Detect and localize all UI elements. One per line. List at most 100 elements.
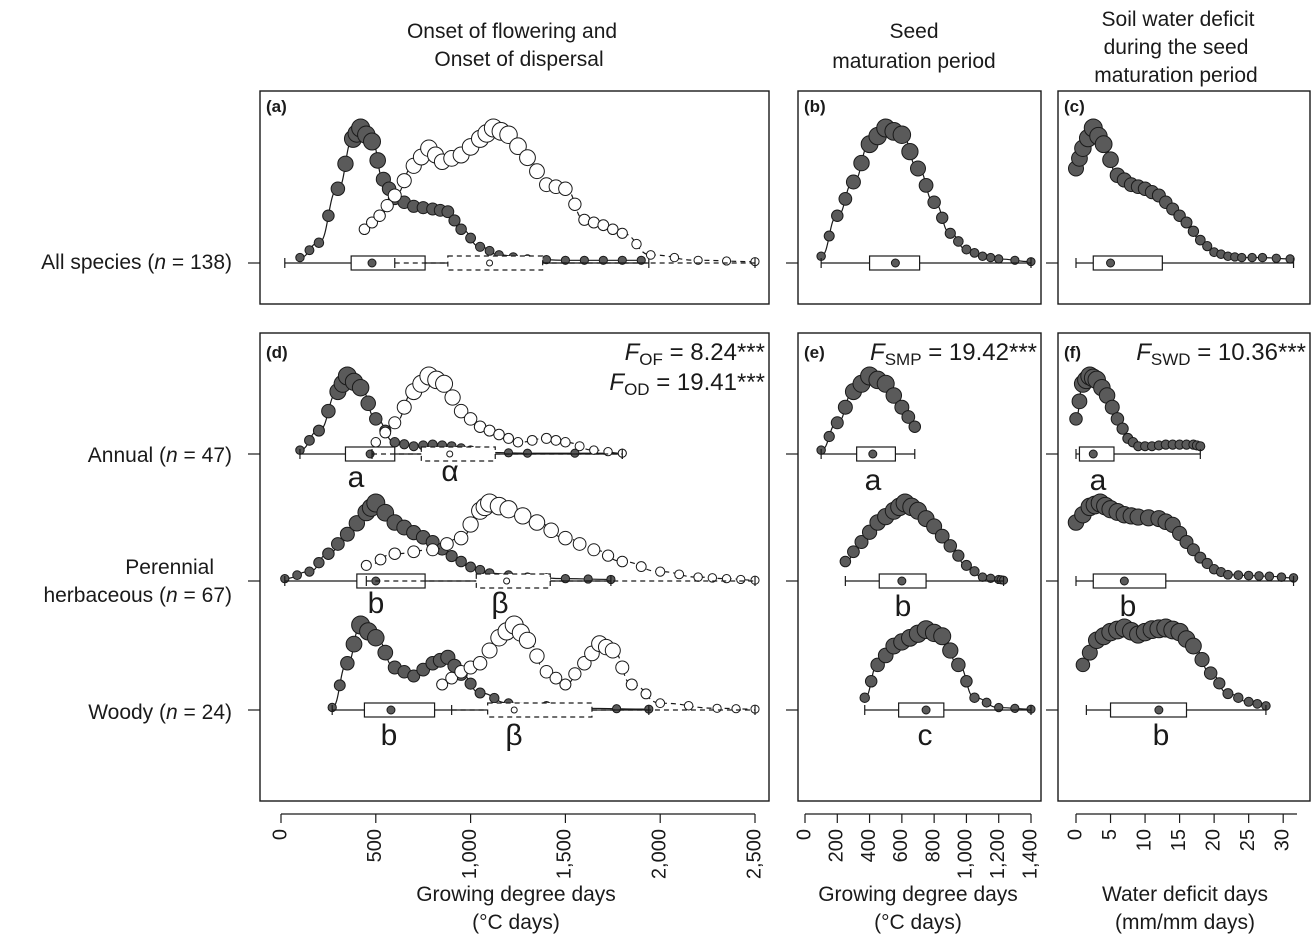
f-data-point — [1243, 570, 1254, 581]
e-data-point — [960, 559, 972, 571]
panel-f-frame — [1057, 332, 1311, 802]
d-data-point — [369, 412, 383, 426]
a-data-point — [448, 214, 461, 227]
a-data-point — [607, 223, 619, 235]
letter-d-woody-flower: b — [381, 719, 398, 752]
d-data-point — [345, 635, 363, 653]
d-data-point — [377, 644, 394, 661]
d-box — [487, 702, 593, 718]
d-median-point — [386, 705, 396, 715]
a-data-point — [322, 209, 335, 222]
e-data-point — [894, 399, 910, 415]
d-data-point — [360, 395, 376, 412]
a-data-point — [529, 163, 545, 180]
e-data-point — [885, 387, 903, 404]
panel-e-frame — [797, 332, 1042, 802]
c-box — [1092, 255, 1163, 271]
letter-f-annual: a — [1090, 464, 1107, 497]
d-data-point — [570, 448, 580, 458]
a-data-point — [693, 255, 703, 265]
c-data-point — [1187, 225, 1200, 237]
d-data-point — [540, 432, 552, 444]
panel-label-f: (f) — [1064, 343, 1081, 362]
f-data-point — [1233, 692, 1244, 703]
a-data-point — [465, 232, 477, 244]
x-axis-ticks: 0 500 1,000 1,500 2,000 2,500 0 200 400 600 800 1,0… — [269, 814, 1293, 879]
e-median-point — [921, 705, 931, 715]
f-data-point — [1252, 698, 1263, 709]
d-data-point — [583, 574, 593, 584]
f-data-point — [1194, 651, 1210, 668]
e-data-point — [969, 692, 980, 703]
panel-d-frame — [259, 332, 770, 802]
b-data-point — [927, 195, 941, 209]
b-data-point — [985, 252, 996, 263]
d-data-point — [568, 667, 582, 681]
letter-f-perennial: b — [1120, 590, 1137, 623]
x2-axis-label-line2: (°C days) — [874, 911, 962, 934]
e-data-point — [864, 675, 878, 688]
d-data-point — [559, 678, 572, 691]
e-data-point — [926, 518, 943, 535]
x1-tick-label: 1,000 — [459, 829, 481, 879]
f-data-point — [1201, 557, 1213, 570]
a-data-point — [396, 173, 412, 189]
a-data-point — [616, 227, 628, 239]
a-data-point — [295, 252, 305, 263]
e-data-point — [951, 657, 966, 673]
d-data-point — [707, 573, 718, 583]
d-data-point — [333, 679, 346, 692]
e-data-point — [981, 697, 992, 708]
panel-label-c: (c) — [1064, 97, 1085, 116]
b-data-point — [831, 209, 844, 222]
f-data-point — [1075, 657, 1091, 673]
d-median-point — [446, 450, 454, 458]
a-data-point — [363, 132, 382, 151]
f-box — [1092, 573, 1167, 589]
e-data-point — [876, 374, 895, 393]
d-data-point — [445, 549, 458, 563]
x3-tick-label: 10 — [1133, 829, 1155, 851]
d-data-point — [379, 426, 392, 439]
x2-tick-label: 0 — [793, 829, 815, 840]
d-data-point — [514, 507, 532, 525]
e-data-point — [837, 399, 853, 415]
b-median-point — [890, 258, 900, 268]
f-data-point — [1243, 696, 1254, 707]
d-data-point — [440, 537, 454, 551]
b-data-point — [901, 143, 919, 161]
a-data-point — [598, 255, 608, 265]
f-data-point — [1222, 688, 1234, 700]
e-data-point — [960, 675, 973, 688]
b-data-point — [1010, 255, 1020, 265]
d-data-point — [529, 648, 545, 664]
e-median-point — [868, 449, 878, 459]
x2-tick-label: 1,200 — [987, 829, 1009, 879]
b-data-point — [845, 174, 861, 190]
d-data-point — [518, 631, 537, 649]
d-data-point — [587, 543, 601, 557]
d-data-point — [499, 500, 518, 519]
d-median-point — [503, 577, 511, 585]
d-data-point — [526, 434, 538, 446]
d-data-point — [455, 555, 467, 568]
col2-header-line2: maturation period — [832, 50, 995, 73]
x2-axis-label-line1: Growing degree days — [818, 883, 1018, 906]
d-data-point — [604, 642, 621, 659]
d-data-point — [574, 441, 585, 452]
e-data-point — [859, 692, 870, 703]
f-data-point — [1213, 677, 1226, 690]
stat-f-smp: FSMP = 19.42*** — [870, 339, 1037, 369]
c-data-point — [1237, 252, 1247, 263]
b-data-point — [961, 244, 972, 255]
row-label-all: All species (n = 138) — [41, 251, 232, 274]
f-data-point — [1185, 637, 1202, 655]
a-data-point — [568, 197, 582, 211]
x3-axis-label-line1: Water deficit days — [1102, 883, 1268, 906]
panel-label-b: (b) — [804, 97, 826, 116]
x2-tick-label: 800 — [922, 829, 944, 862]
col1-header-line1: Onset of flowering and — [407, 20, 617, 43]
d-data-point — [612, 704, 622, 714]
x2-tick-label: 200 — [826, 829, 848, 862]
b-data-point — [853, 154, 870, 172]
